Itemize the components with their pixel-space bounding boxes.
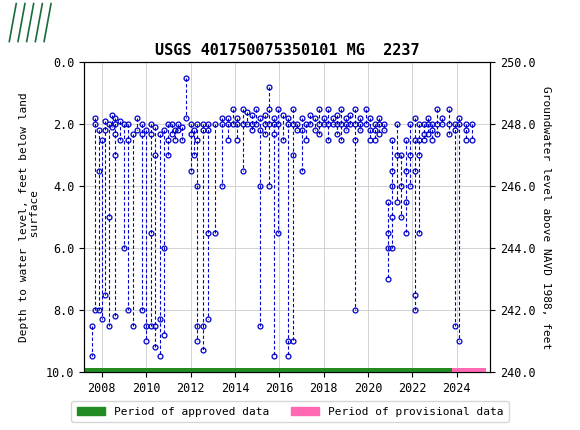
Y-axis label: Depth to water level, feet below land
 surface: Depth to water level, feet below land su…: [19, 92, 41, 342]
Bar: [452, 368, 485, 376]
Bar: [84, 368, 452, 376]
Legend: Period of approved data, Period of provisional data: Period of approved data, Period of provi…: [71, 401, 509, 422]
Y-axis label: Groundwater level above NAVD 1988, feet: Groundwater level above NAVD 1988, feet: [541, 86, 551, 349]
Title: USGS 401750075350101 MG  2237: USGS 401750075350101 MG 2237: [155, 43, 419, 58]
Text: USGS: USGS: [67, 14, 122, 31]
FancyBboxPatch shape: [5, 3, 63, 42]
